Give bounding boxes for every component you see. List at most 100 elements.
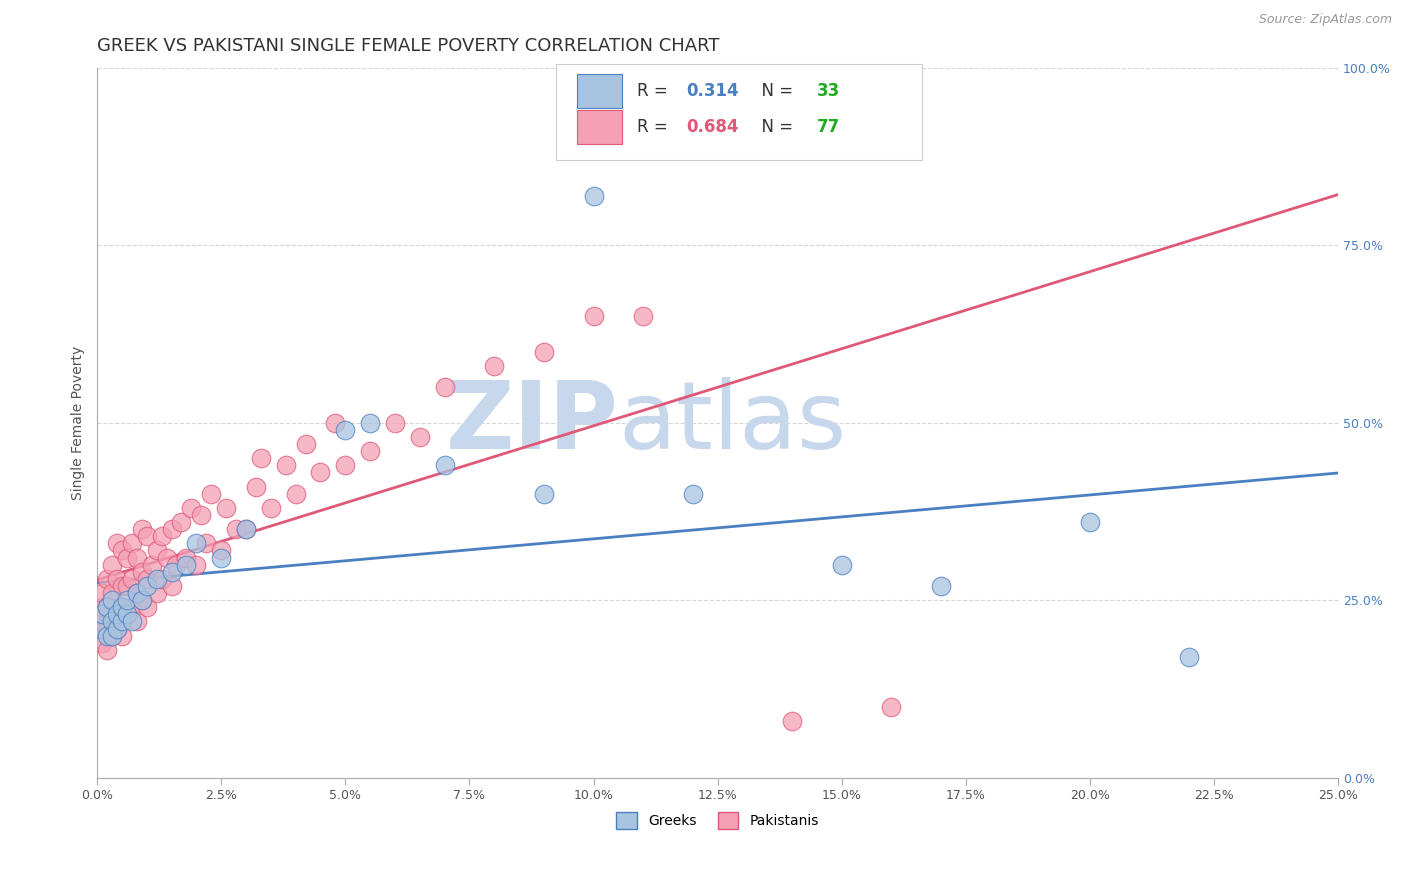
- Point: [101, 615, 124, 629]
- Text: ZIP: ZIP: [446, 376, 619, 469]
- Point: [101, 607, 124, 622]
- Point: [131, 522, 153, 536]
- Point: [96, 622, 118, 636]
- Point: [105, 600, 128, 615]
- Point: [1178, 649, 1201, 664]
- Point: [682, 486, 704, 500]
- Point: [121, 572, 143, 586]
- Point: [533, 344, 555, 359]
- Point: [135, 600, 157, 615]
- Point: [186, 558, 208, 572]
- Point: [141, 558, 163, 572]
- Point: [631, 310, 654, 324]
- Text: Source: ZipAtlas.com: Source: ZipAtlas.com: [1258, 13, 1392, 27]
- Point: [121, 600, 143, 615]
- Y-axis label: Single Female Poverty: Single Female Poverty: [72, 345, 86, 500]
- Point: [880, 699, 903, 714]
- Point: [135, 529, 157, 543]
- Point: [145, 572, 167, 586]
- Point: [125, 615, 148, 629]
- Point: [170, 515, 193, 529]
- Point: [115, 607, 138, 622]
- Point: [91, 607, 114, 622]
- Point: [115, 579, 138, 593]
- Text: atlas: atlas: [619, 376, 846, 469]
- Point: [176, 558, 198, 572]
- Point: [125, 586, 148, 600]
- Point: [409, 430, 432, 444]
- Point: [135, 579, 157, 593]
- Point: [325, 416, 347, 430]
- Point: [235, 522, 257, 536]
- Point: [150, 529, 173, 543]
- Point: [682, 61, 704, 75]
- Bar: [578, 74, 621, 109]
- Text: 0.314: 0.314: [686, 82, 740, 101]
- Point: [176, 550, 198, 565]
- Point: [131, 593, 153, 607]
- Point: [105, 572, 128, 586]
- Text: N =: N =: [751, 82, 799, 101]
- Point: [111, 629, 134, 643]
- Point: [101, 586, 124, 600]
- Point: [160, 522, 183, 536]
- Point: [111, 615, 134, 629]
- Point: [86, 615, 108, 629]
- Point: [115, 550, 138, 565]
- Point: [260, 500, 283, 515]
- Point: [101, 558, 124, 572]
- Point: [235, 522, 257, 536]
- Point: [582, 310, 605, 324]
- Text: 33: 33: [817, 82, 841, 101]
- Text: R =: R =: [637, 118, 673, 136]
- Point: [91, 636, 114, 650]
- Point: [160, 565, 183, 579]
- Point: [831, 558, 853, 572]
- Point: [91, 622, 114, 636]
- Point: [91, 615, 114, 629]
- Point: [274, 458, 297, 473]
- Point: [195, 536, 218, 550]
- Text: GREEK VS PAKISTANI SINGLE FEMALE POVERTY CORRELATION CHART: GREEK VS PAKISTANI SINGLE FEMALE POVERTY…: [97, 37, 720, 55]
- Point: [309, 466, 332, 480]
- Point: [96, 572, 118, 586]
- Point: [245, 480, 267, 494]
- Point: [91, 600, 114, 615]
- Point: [359, 416, 381, 430]
- Point: [190, 508, 212, 522]
- Text: 0.684: 0.684: [686, 118, 740, 136]
- Point: [96, 629, 118, 643]
- Point: [294, 437, 316, 451]
- Point: [186, 536, 208, 550]
- Point: [929, 579, 952, 593]
- Point: [105, 622, 128, 636]
- Point: [384, 416, 406, 430]
- Point: [150, 572, 173, 586]
- Point: [155, 550, 177, 565]
- Point: [96, 600, 118, 615]
- Point: [111, 579, 134, 593]
- Point: [284, 486, 307, 500]
- FancyBboxPatch shape: [557, 64, 922, 161]
- Point: [145, 586, 167, 600]
- Point: [250, 451, 273, 466]
- Point: [359, 444, 381, 458]
- Text: 77: 77: [817, 118, 841, 136]
- Point: [121, 536, 143, 550]
- Point: [121, 615, 143, 629]
- Point: [105, 536, 128, 550]
- Point: [115, 607, 138, 622]
- Point: [160, 579, 183, 593]
- Text: R =: R =: [637, 82, 673, 101]
- Point: [225, 522, 247, 536]
- Bar: [578, 110, 621, 144]
- Point: [96, 600, 118, 615]
- Point: [533, 486, 555, 500]
- Point: [209, 543, 232, 558]
- Point: [125, 550, 148, 565]
- Point: [209, 550, 232, 565]
- Point: [145, 543, 167, 558]
- Point: [86, 607, 108, 622]
- Point: [131, 593, 153, 607]
- Point: [335, 423, 357, 437]
